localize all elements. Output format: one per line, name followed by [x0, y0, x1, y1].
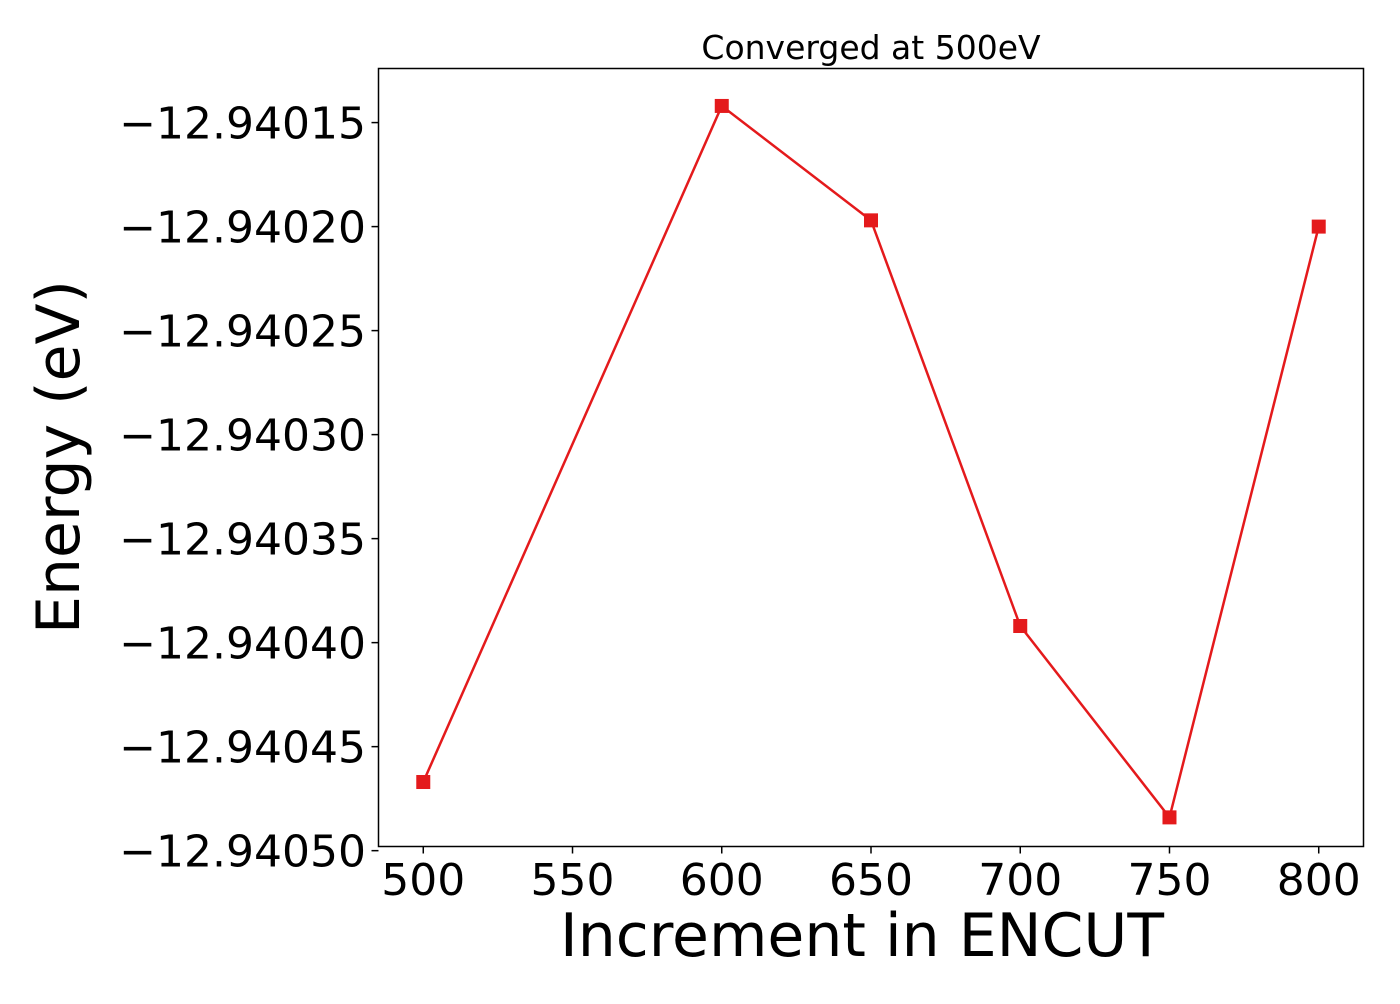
x-tick-label: 800	[1277, 855, 1361, 906]
x-tick-label: 700	[978, 855, 1062, 906]
data-point	[416, 775, 431, 790]
x-axis-ticks: 500 550 600 650 700 750 800	[381, 846, 1361, 906]
y-tick-label: −12.94025	[119, 307, 366, 358]
x-tick-label: 500	[381, 855, 465, 906]
data-point	[1311, 219, 1326, 234]
x-tick-label: 650	[829, 855, 913, 906]
y-tick-label: −12.94015	[119, 99, 366, 150]
y-axis-label: Energy (eV)	[24, 280, 94, 634]
plot-frame	[377, 67, 1365, 848]
y-tick-label: −12.94040	[119, 619, 366, 670]
y-tick-label: −12.94035	[119, 515, 366, 566]
x-tick-label: 550	[531, 855, 615, 906]
series-layer	[416, 98, 1326, 825]
y-axis-ticks: −12.94015 −12.94020 −12.94025 −12.94030 −12.…	[119, 99, 379, 878]
chart-title: Converged at 500eV	[701, 28, 1041, 67]
data-point	[1013, 618, 1028, 633]
x-axis-label: Increment in ENCUT	[560, 901, 1164, 971]
y-tick-label: −12.94030	[119, 411, 366, 462]
data-point	[714, 98, 729, 113]
series-line	[422, 103, 1320, 821]
y-tick-label: −12.94050	[119, 827, 366, 878]
data-point	[864, 213, 878, 228]
y-tick-label: −12.94045	[119, 723, 366, 774]
y-tick-label: −12.94020	[119, 203, 366, 254]
x-tick-label: 750	[1127, 855, 1211, 906]
data-point	[1162, 810, 1177, 825]
x-tick-label: 600	[680, 855, 764, 906]
